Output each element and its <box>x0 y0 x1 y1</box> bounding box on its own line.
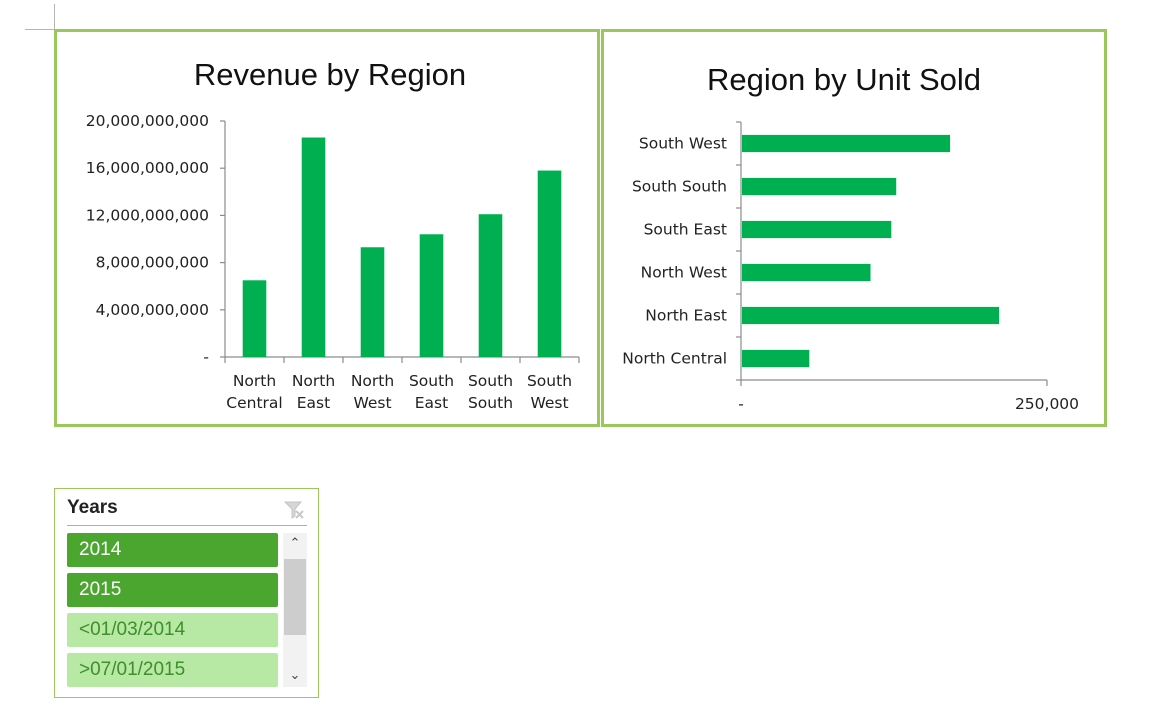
years-slicer[interactable]: Years 2014 2015 <01/03/2014 >07/01/2015 ⌃ ⌄ <box>54 488 319 698</box>
y-tick-label: - <box>203 348 209 366</box>
bar[interactable] <box>242 280 267 357</box>
slicer-item-list: 2014 2015 <01/03/2014 >07/01/2015 <box>67 533 278 693</box>
slicer-item[interactable]: 2014 <box>67 533 278 567</box>
bar[interactable] <box>742 220 892 239</box>
y-tick-label: 12,000,000,000 <box>86 206 209 224</box>
region-by-unit-sold-chart[interactable]: Region by Unit Sold South West South South… <box>601 29 1107 427</box>
bar[interactable] <box>419 234 444 357</box>
slicer-item[interactable]: 2015 <box>67 573 278 607</box>
slicer-scrollbar[interactable]: ⌃ ⌄ <box>283 533 307 687</box>
y-tick-label: 20,000,000,000 <box>86 112 209 130</box>
bar[interactable] <box>478 214 503 357</box>
slicer-item[interactable]: <01/03/2014 <box>67 613 278 647</box>
scrollbar-thumb[interactable] <box>284 559 306 635</box>
clear-filter-icon[interactable] <box>283 499 305 521</box>
bar[interactable] <box>301 137 326 357</box>
bar[interactable] <box>742 263 871 282</box>
y-tick-label: South West <box>639 135 727 153</box>
chart-title: Revenue by Region <box>194 57 466 92</box>
bar[interactable] <box>742 134 951 153</box>
sheet-corner-mark <box>25 29 55 30</box>
chevron-up-icon[interactable]: ⌃ <box>289 536 301 551</box>
slicer-item[interactable]: >07/01/2015 <box>67 653 278 687</box>
revenue-by-region-chart[interactable]: Revenue by Region - 4,000,000,000 8,000,000… <box>54 29 600 427</box>
bar[interactable] <box>360 247 385 357</box>
sheet-corner-mark <box>54 4 55 30</box>
chevron-down-icon[interactable]: ⌄ <box>289 668 301 683</box>
y-tick-label: North East <box>645 307 727 325</box>
y-tick-label: South South <box>632 178 727 196</box>
bar[interactable] <box>742 349 810 368</box>
chart-title: Region by Unit Sold <box>707 62 981 97</box>
slicer-title: Years <box>67 497 118 518</box>
y-tick-label: 8,000,000,000 <box>96 254 209 272</box>
revenue-chart-canvas: Revenue by Region - 4,000,000,000 8,000,000… <box>86 57 580 412</box>
x-tick-label: 250,000 <box>1015 395 1079 413</box>
x-tick-label: South West <box>527 372 572 412</box>
y-tick-label: North Central <box>622 350 727 368</box>
x-tick-label: North East <box>292 372 335 412</box>
y-tick-label: North West <box>641 264 727 282</box>
bar[interactable] <box>742 177 897 196</box>
x-tick-label: North Central <box>226 372 282 412</box>
x-tick-label: South South <box>468 372 513 412</box>
x-tick-label: - <box>738 395 744 413</box>
y-tick-label: 4,000,000,000 <box>96 301 209 319</box>
y-tick-label: 16,000,000,000 <box>86 159 209 177</box>
units-chart-canvas: Region by Unit Sold South West South South… <box>622 62 1079 413</box>
bar[interactable] <box>742 306 1000 325</box>
x-tick-label: North West <box>351 372 394 412</box>
bar[interactable] <box>537 170 562 357</box>
x-tick-label: South East <box>409 372 454 412</box>
slicer-header: Years <box>67 495 307 526</box>
y-tick-label: South East <box>644 221 727 239</box>
